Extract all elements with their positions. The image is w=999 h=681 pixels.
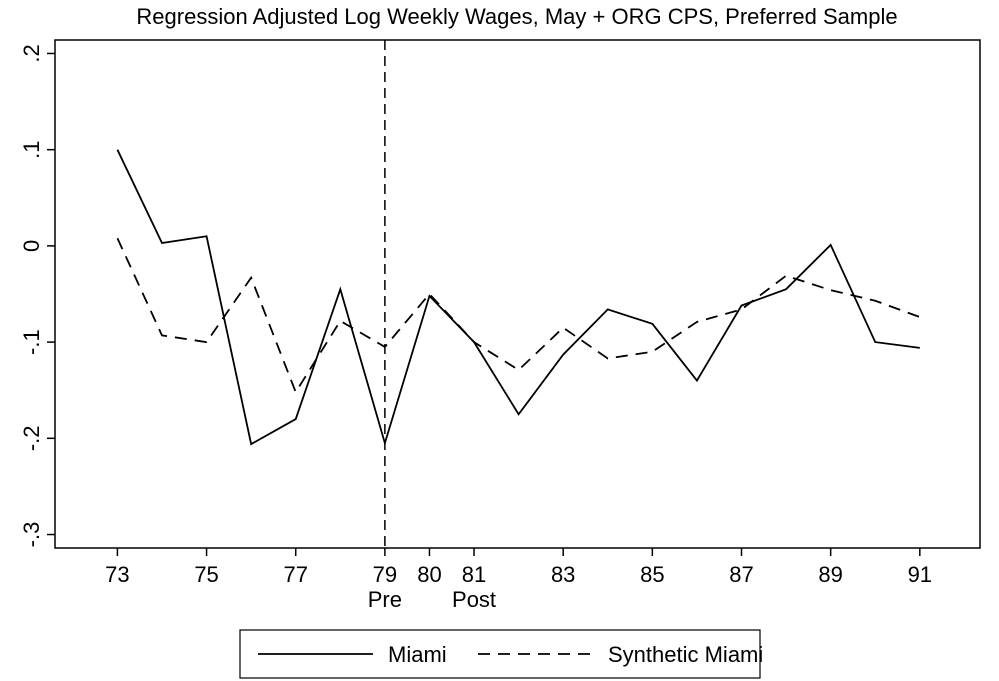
legend-label: Synthetic Miami — [608, 642, 763, 667]
series-line — [116, 237, 921, 395]
x-tick-label: 91 — [908, 562, 932, 587]
x-tick-label: 85 — [640, 562, 664, 587]
y-tick-label: -.3 — [19, 522, 44, 548]
x-tick-label: 81 — [462, 562, 486, 587]
y-tick-label: .1 — [19, 141, 44, 159]
chart-title: Regression Adjusted Log Weekly Wages, Ma… — [136, 4, 897, 29]
series-line — [116, 149, 920, 447]
y-tick-label: 0 — [19, 240, 44, 252]
x-tick-label: 79 — [373, 562, 397, 587]
legend-label: Miami — [388, 642, 447, 667]
x-tick-label: 89 — [818, 562, 842, 587]
x-tick-label: 75 — [194, 562, 218, 587]
x-tick-label: 87 — [729, 562, 753, 587]
y-tick-label: .2 — [19, 44, 44, 62]
x-tick-label: 73 — [105, 562, 129, 587]
x-tick-label: 80 — [417, 562, 441, 587]
legend-box — [239, 629, 761, 679]
y-tick-label: -.2 — [19, 425, 44, 451]
y-tick-label: -.1 — [19, 329, 44, 355]
x-tick-label: 77 — [283, 562, 307, 587]
x-tick-label: 83 — [551, 562, 575, 587]
annotation: Pre — [368, 587, 402, 612]
annotation: Post — [452, 587, 496, 612]
plot-frame — [54, 39, 981, 549]
